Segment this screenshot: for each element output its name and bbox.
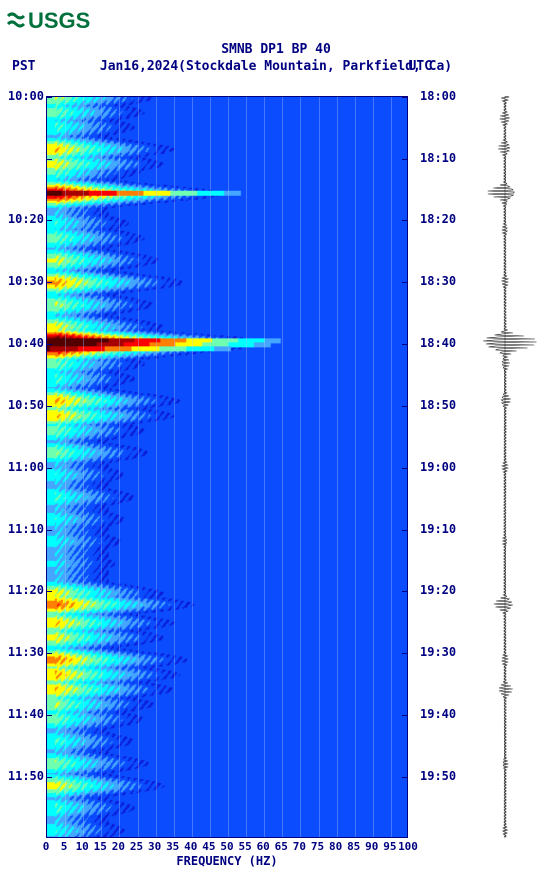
x-tick: 85: [347, 840, 360, 853]
x-tick: 75: [311, 840, 324, 853]
y-right-tick: 18:30: [420, 274, 456, 288]
chart-subtitle: PST Jan16,2024(Stockdale Mountain, Parkf…: [0, 59, 552, 76]
x-tick: 35: [166, 840, 179, 853]
spectrogram-plot: [46, 96, 408, 838]
y-right-tick: 18:40: [420, 336, 456, 350]
subtitle-date: Jan16,2024: [100, 59, 178, 74]
chart-header: SMNB DP1 BP 40 PST Jan16,2024(Stockdale …: [0, 42, 552, 76]
y-left-tick: 11:00: [8, 460, 44, 474]
y-left-tick: 10:30: [8, 274, 44, 288]
waveform-trace: [470, 96, 540, 838]
y-right-tick: 19:40: [420, 707, 456, 721]
usgs-logo: USGS: [0, 0, 552, 34]
y-right-tick: 18:10: [420, 151, 456, 165]
y-right-tick: 18:00: [420, 89, 456, 103]
y-right-tick: 18:50: [420, 398, 456, 412]
x-tick: 100: [398, 840, 418, 853]
x-tick: 90: [365, 840, 378, 853]
x-tick: 80: [329, 840, 342, 853]
y-right-tick: 18:20: [420, 212, 456, 226]
y-right-tick: 19:10: [420, 522, 456, 536]
y-left-tick: 10:20: [8, 212, 44, 226]
y-left-tick: 10:50: [8, 398, 44, 412]
x-tick: 45: [202, 840, 215, 853]
y-right-tick: 19:00: [420, 460, 456, 474]
y-left-tick: 11:40: [8, 707, 44, 721]
right-timezone: UTC: [409, 59, 432, 76]
y-left-tick: 11:10: [8, 522, 44, 536]
x-tick: 25: [130, 840, 143, 853]
y-left-tick: 10:40: [8, 336, 44, 350]
x-tick: 20: [112, 840, 125, 853]
x-tick: 95: [383, 840, 396, 853]
y-axis-right: 18:0018:1018:2018:3018:4018:5019:0019:10…: [416, 96, 462, 838]
y-left-tick: 10:00: [8, 89, 44, 103]
x-tick: 55: [238, 840, 251, 853]
y-left-tick: 11:50: [8, 769, 44, 783]
x-tick: 60: [257, 840, 270, 853]
y-right-tick: 19:50: [420, 769, 456, 783]
y-left-tick: 11:20: [8, 583, 44, 597]
x-tick: 65: [275, 840, 288, 853]
y-right-tick: 19:30: [420, 645, 456, 659]
y-right-tick: 19:20: [420, 583, 456, 597]
x-tick: 0: [43, 840, 50, 853]
left-timezone: PST: [12, 59, 35, 76]
x-tick: 30: [148, 840, 161, 853]
x-tick: 5: [61, 840, 68, 853]
x-axis-label: FREQUENCY (HZ): [46, 854, 408, 868]
logo-text: USGS: [28, 8, 90, 33]
y-left-tick: 11:30: [8, 645, 44, 659]
x-tick: 70: [293, 840, 306, 853]
x-tick: 15: [94, 840, 107, 853]
chart-title: SMNB DP1 BP 40: [0, 42, 552, 59]
x-tick: 50: [220, 840, 233, 853]
x-tick: 10: [76, 840, 89, 853]
x-tick: 40: [184, 840, 197, 853]
y-axis-left: 10:0010:2010:3010:4010:5011:0011:1011:20…: [0, 96, 46, 838]
chart-area: 10:0010:2010:3010:4010:5011:0011:1011:20…: [0, 96, 552, 866]
